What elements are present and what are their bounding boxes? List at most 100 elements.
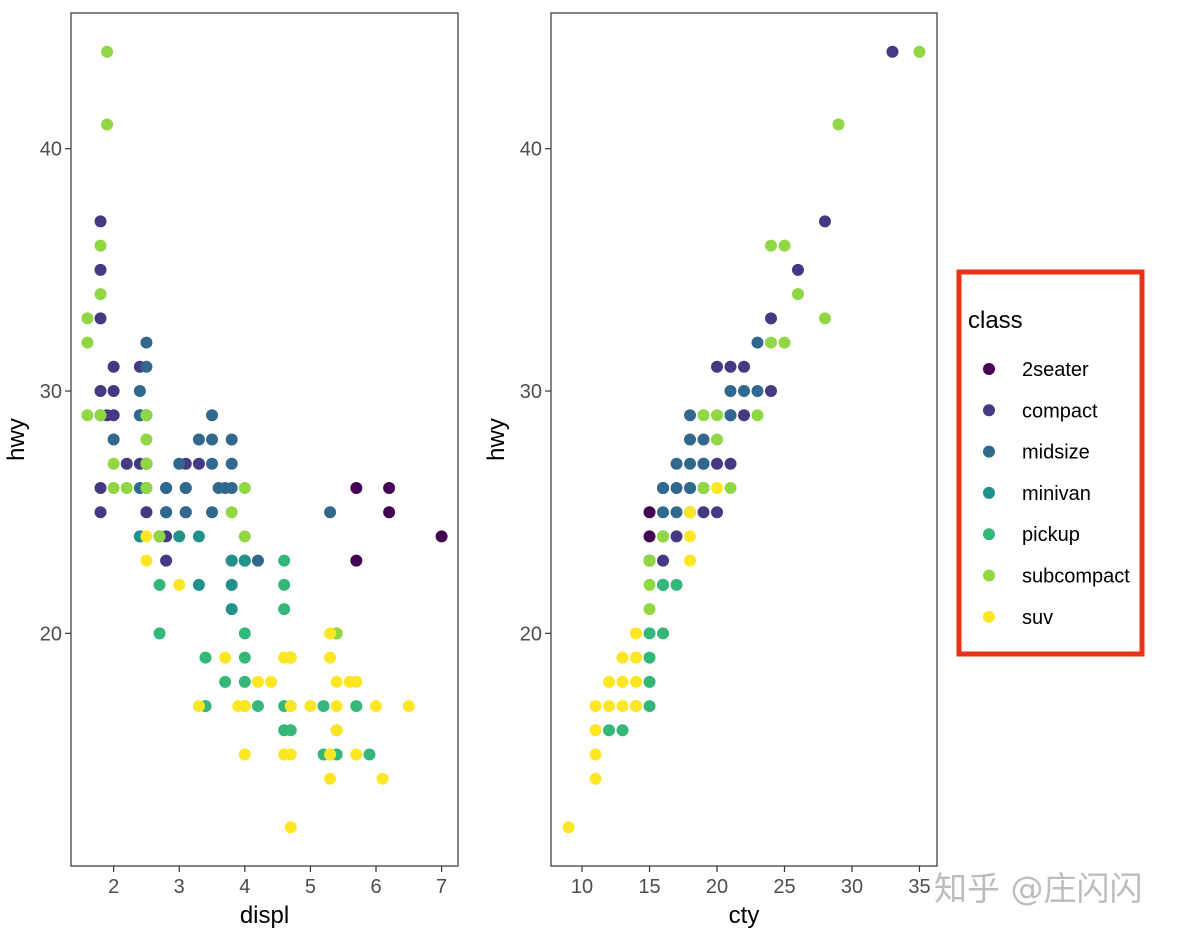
data-point xyxy=(724,360,737,373)
data-point xyxy=(684,481,697,494)
legend: class 2seater compact midsize minivan pickup… xyxy=(956,269,1145,657)
series-pickup xyxy=(603,578,683,737)
data-point xyxy=(643,603,656,616)
data-point xyxy=(589,700,602,713)
data-point xyxy=(643,700,656,713)
data-point xyxy=(724,409,737,422)
legend-label: pickup xyxy=(1022,524,1080,546)
y-tick-label: 30 xyxy=(520,381,542,403)
data-point xyxy=(643,506,656,519)
data-point xyxy=(616,651,629,664)
data-point xyxy=(206,506,219,519)
data-point xyxy=(199,651,212,664)
data-point xyxy=(589,772,602,785)
data-point xyxy=(192,457,205,470)
data-point xyxy=(160,506,173,519)
x-tick-label: 3 xyxy=(174,876,185,898)
data-point xyxy=(225,433,238,446)
data-point xyxy=(324,651,337,664)
data-point xyxy=(284,821,297,834)
data-point xyxy=(670,506,683,519)
legend-key xyxy=(983,569,995,582)
data-point xyxy=(350,700,363,713)
data-point xyxy=(192,578,205,591)
data-point xyxy=(643,675,656,688)
data-point xyxy=(140,360,153,373)
data-point xyxy=(107,481,120,494)
data-point xyxy=(616,675,629,688)
data-point xyxy=(697,506,710,519)
data-point xyxy=(764,336,777,349)
data-point xyxy=(616,700,629,713)
x-tick-label: 20 xyxy=(706,876,728,898)
legend-item-compact: compact xyxy=(983,400,1098,422)
data-point xyxy=(778,336,791,349)
legend-label: suv xyxy=(1022,607,1053,629)
y-axis-title: hwy xyxy=(3,418,30,461)
data-point xyxy=(324,627,337,640)
data-point xyxy=(764,312,777,325)
data-point xyxy=(630,700,643,713)
data-point xyxy=(643,578,656,591)
data-point xyxy=(350,481,363,494)
data-point xyxy=(383,506,396,519)
data-point xyxy=(206,409,219,422)
data-point xyxy=(238,481,251,494)
data-point xyxy=(101,118,114,131)
scatter-panel-displ-hwy: 2 3 4 5 6 7 20 30 40 displ hwy xyxy=(3,12,459,929)
data-point xyxy=(225,457,238,470)
data-point xyxy=(684,530,697,543)
legend-item-subcompact: subcompact xyxy=(983,566,1130,588)
data-point xyxy=(657,530,670,543)
data-point xyxy=(192,433,205,446)
legend-label: midsize xyxy=(1022,442,1090,464)
data-point xyxy=(697,481,710,494)
data-point xyxy=(81,336,94,349)
data-point xyxy=(603,700,616,713)
data-point xyxy=(711,481,724,494)
data-point xyxy=(94,239,107,252)
data-point xyxy=(670,578,683,591)
data-point xyxy=(751,409,764,422)
data-point xyxy=(140,433,153,446)
data-point xyxy=(350,554,363,567)
data-point xyxy=(711,457,724,470)
data-point xyxy=(711,433,724,446)
data-point xyxy=(94,409,107,422)
x-tick-label: 30 xyxy=(841,876,863,898)
data-point xyxy=(738,360,750,373)
data-point xyxy=(238,700,251,713)
legend-item-suv: suv xyxy=(983,607,1053,629)
data-point xyxy=(630,651,643,664)
data-point xyxy=(101,45,114,58)
data-point xyxy=(383,481,396,494)
data-point xyxy=(435,530,448,543)
data-point xyxy=(791,288,804,301)
data-point xyxy=(153,578,166,591)
data-point xyxy=(251,675,264,688)
data-point xyxy=(153,530,166,543)
data-point xyxy=(791,263,804,276)
data-point xyxy=(140,481,153,494)
data-point xyxy=(657,554,670,567)
data-point xyxy=(330,700,343,713)
y-tick-label: 40 xyxy=(520,139,542,161)
data-point xyxy=(670,457,683,470)
data-point xyxy=(278,724,291,737)
data-point xyxy=(376,772,389,785)
data-point xyxy=(278,578,291,591)
data-point xyxy=(140,457,153,470)
series-subcompact xyxy=(643,45,926,616)
data-point xyxy=(192,700,205,713)
data-point xyxy=(107,409,120,422)
data-point xyxy=(684,409,697,422)
series-suv xyxy=(140,530,415,834)
data-point xyxy=(225,603,238,616)
data-point xyxy=(238,627,251,640)
data-point xyxy=(370,700,383,713)
data-point xyxy=(219,651,232,664)
data-point xyxy=(251,554,264,567)
data-point xyxy=(94,288,107,301)
data-point xyxy=(684,506,697,519)
